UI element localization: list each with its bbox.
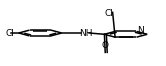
Text: Cl: Cl bbox=[104, 9, 113, 18]
Text: O: O bbox=[102, 41, 109, 50]
Text: NH: NH bbox=[79, 29, 92, 37]
Text: Cl: Cl bbox=[6, 29, 14, 37]
Text: N: N bbox=[137, 26, 144, 35]
